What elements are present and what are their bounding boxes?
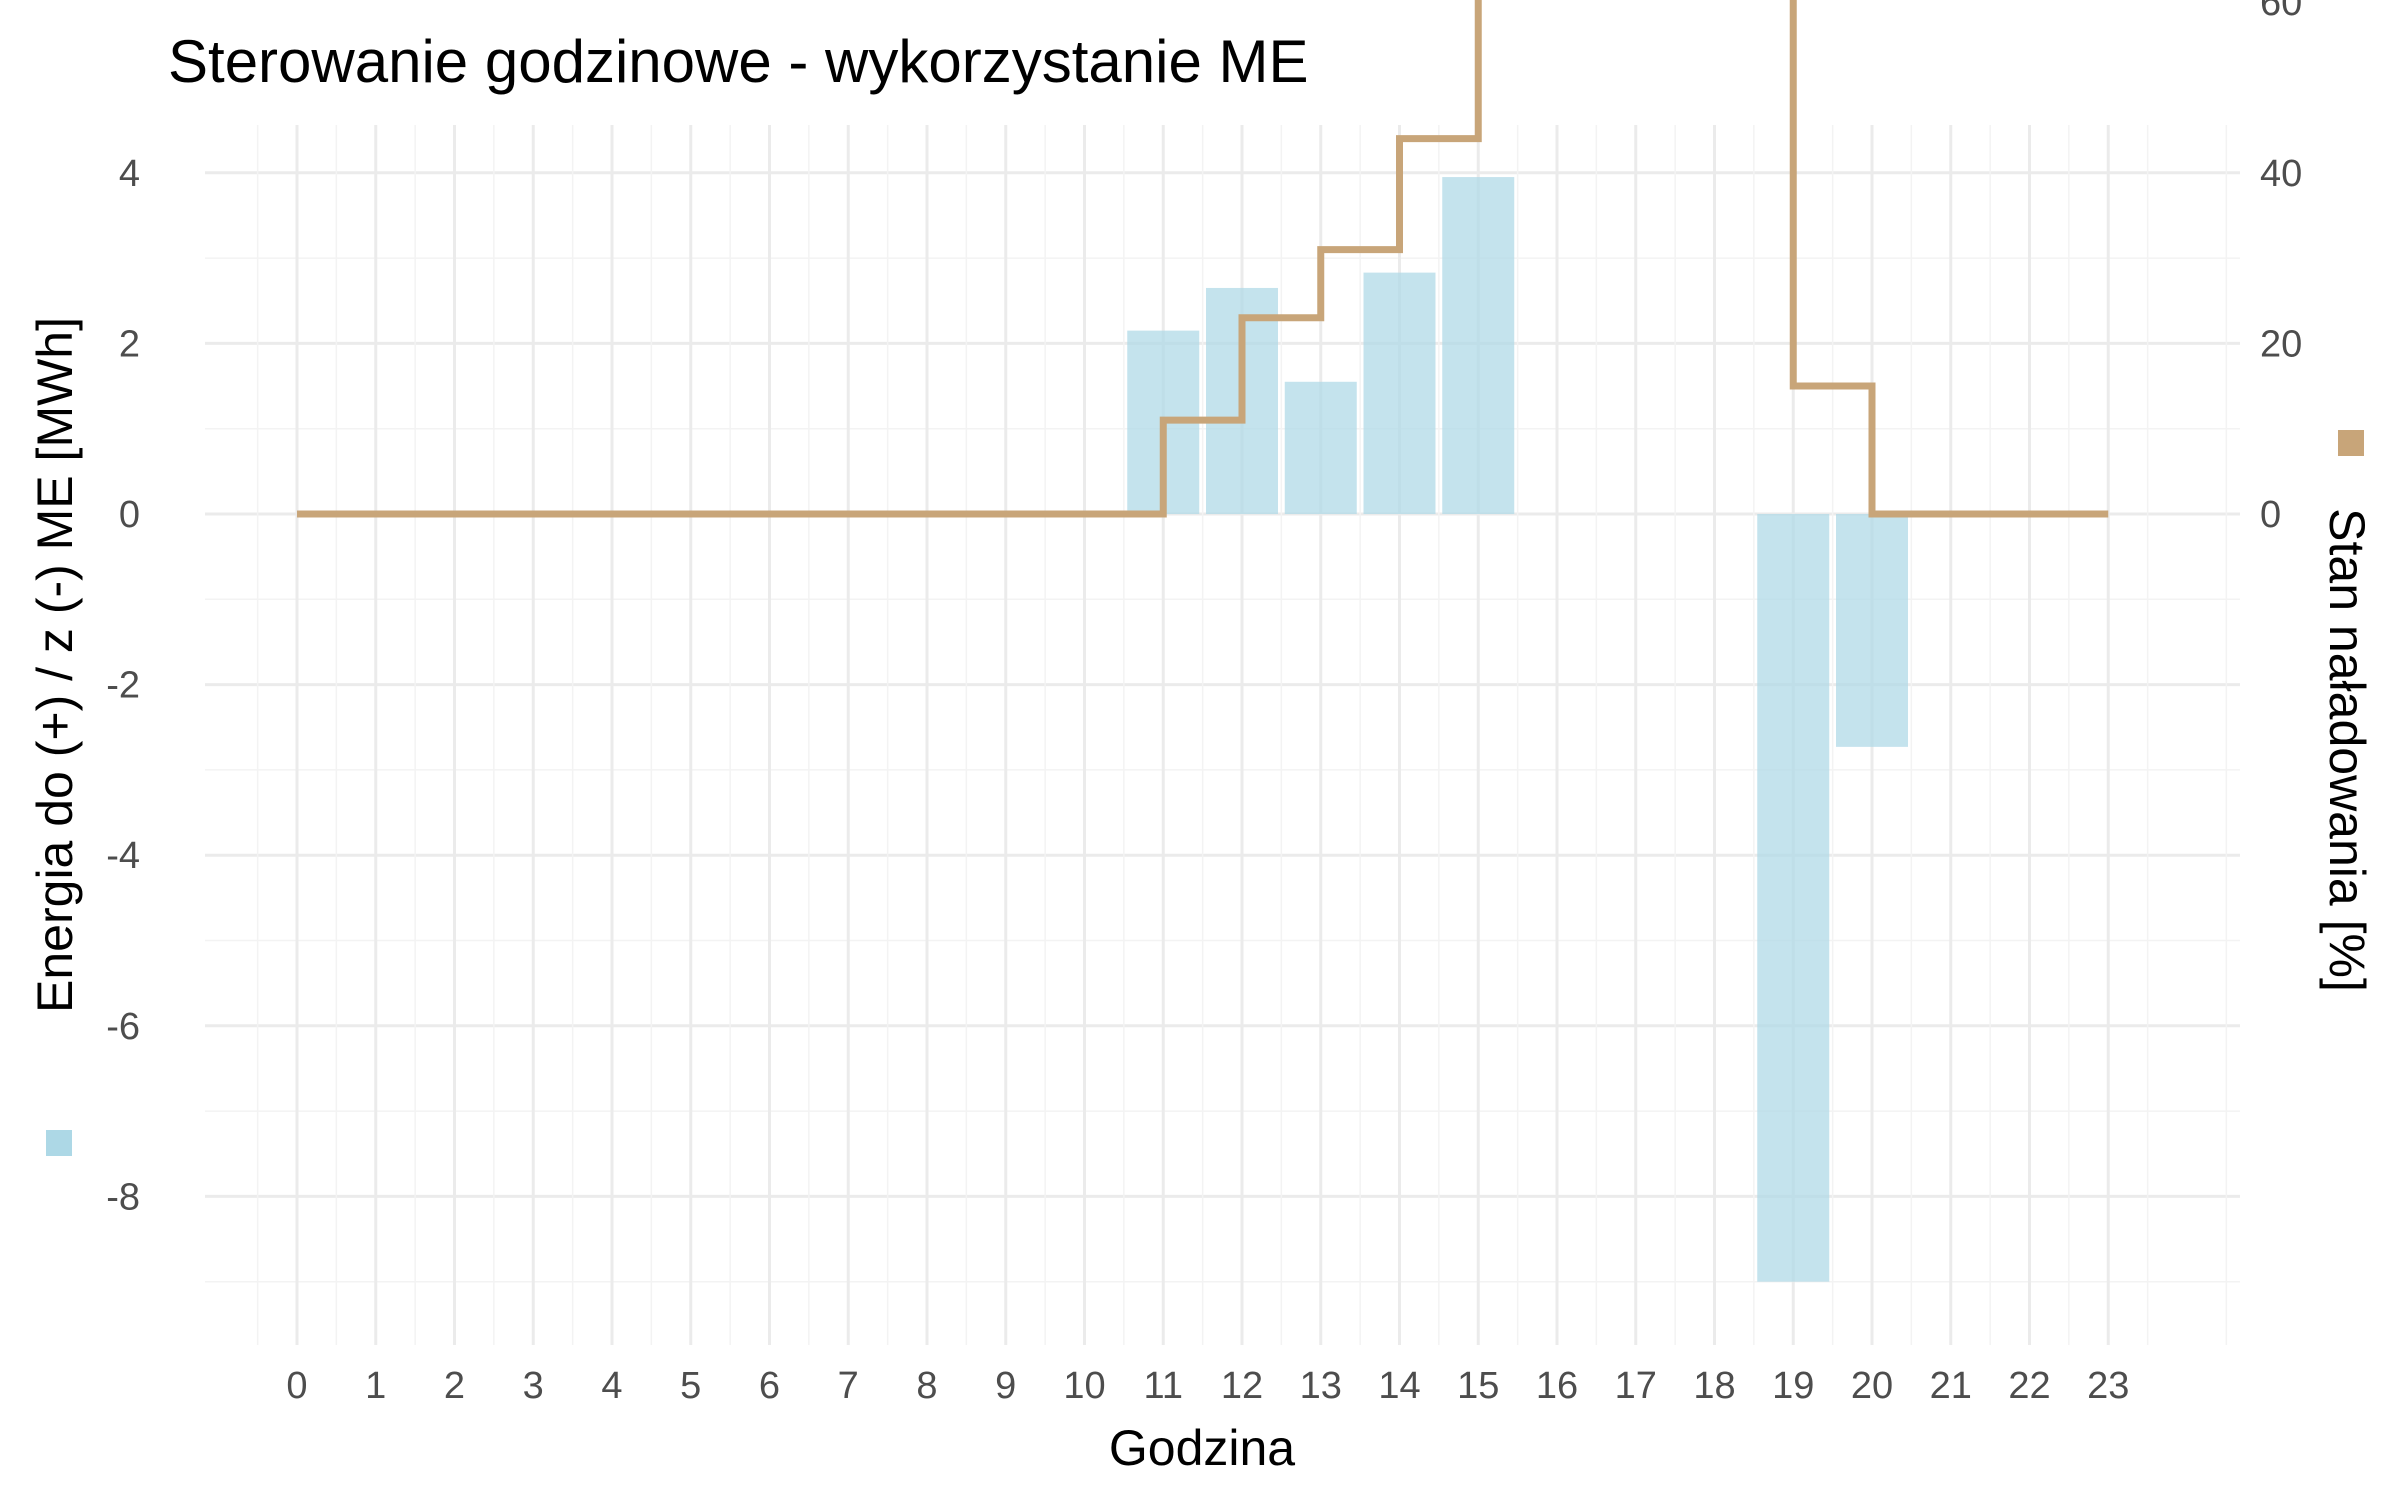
x-tick-label: 5 xyxy=(680,1365,701,1407)
chart-title: Sterowanie godzinowe - wykorzystanie ME xyxy=(168,28,1309,95)
x-tick-label: 8 xyxy=(916,1365,937,1407)
y-tick-label: 0 xyxy=(119,494,140,536)
x-tick-label: 16 xyxy=(1536,1365,1578,1407)
y-axis-legend-key xyxy=(46,1130,72,1156)
x-tick-label: 20 xyxy=(1851,1365,1893,1407)
x-tick-label: 9 xyxy=(995,1365,1016,1407)
y-tick-label: -8 xyxy=(106,1176,140,1218)
x-tick-label: 4 xyxy=(601,1365,622,1407)
x-tick-label: 3 xyxy=(523,1365,544,1407)
bar-hour-13 xyxy=(1284,381,1357,514)
x-axis-ticks: 0 1 2 3 4 5 6 7 8 9 10 11 12 13 14 15 16 17 18 19 20 21 22 23 xyxy=(286,1365,2129,1407)
y-tick-label: 4 xyxy=(119,153,140,195)
x-tick-label: 23 xyxy=(2087,1365,2129,1407)
y-axis-ticks: 4 2 0 -2 -4 -6 -8 xyxy=(106,153,140,1219)
x-tick-label: 7 xyxy=(838,1365,859,1407)
x-tick-label: 14 xyxy=(1378,1365,1420,1407)
x-tick-label: 15 xyxy=(1457,1365,1499,1407)
bar-hour-14 xyxy=(1363,272,1436,514)
x-tick-label: 13 xyxy=(1300,1365,1342,1407)
y2-axis-ticks: 806040200 xyxy=(2260,0,2302,536)
y2-tick-label: 0 xyxy=(2260,494,2281,536)
x-tick-label: 21 xyxy=(1930,1365,1972,1407)
y2-axis-legend-key xyxy=(2338,430,2364,456)
y-tick-label: 2 xyxy=(119,323,140,365)
x-tick-label: 11 xyxy=(1144,1365,1183,1407)
x-axis-label: Godzina xyxy=(1109,1420,1295,1476)
bar-hour-15 xyxy=(1442,177,1515,514)
y-axis-label: Energia do (+) / z (-) ME [MWh] xyxy=(27,317,83,1013)
grid xyxy=(205,125,2240,1345)
x-tick-label: 12 xyxy=(1221,1365,1263,1407)
x-tick-label: 22 xyxy=(2008,1365,2050,1407)
x-tick-label: 17 xyxy=(1615,1365,1657,1407)
x-tick-label: 0 xyxy=(286,1365,307,1407)
y2-tick-label: 60 xyxy=(2260,0,2302,24)
y2-axis-label: Stan naładowania [%] xyxy=(2319,508,2375,992)
y2-tick-label: 20 xyxy=(2260,323,2302,365)
bar-hour-20 xyxy=(1836,514,1908,747)
x-tick-label: 1 xyxy=(365,1365,386,1407)
bar-hour-19 xyxy=(1757,514,1830,1282)
y-tick-label: -2 xyxy=(106,665,140,707)
y-tick-label: -6 xyxy=(106,1006,140,1048)
soc-step-line xyxy=(297,0,2109,518)
x-tick-label: 10 xyxy=(1063,1365,1105,1407)
y2-tick-label: 40 xyxy=(2260,153,2302,195)
x-tick-label: 18 xyxy=(1693,1365,1735,1407)
x-tick-label: 6 xyxy=(759,1365,780,1407)
x-tick-label: 2 xyxy=(444,1365,465,1407)
x-tick-label: 19 xyxy=(1772,1365,1814,1407)
y-tick-label: -4 xyxy=(106,835,140,877)
